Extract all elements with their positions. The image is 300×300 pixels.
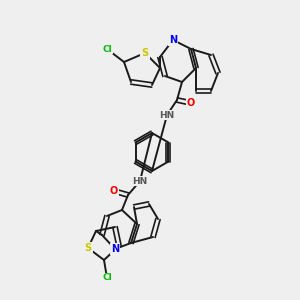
Text: HN: HN (132, 176, 148, 185)
Text: Cl: Cl (102, 274, 112, 283)
Text: S: S (84, 243, 92, 253)
Text: S: S (141, 48, 148, 58)
Text: N: N (111, 244, 119, 254)
Text: N: N (169, 35, 177, 45)
Text: O: O (110, 186, 118, 196)
Text: HN: HN (159, 110, 175, 119)
Text: O: O (187, 98, 195, 108)
Text: Cl: Cl (102, 44, 112, 53)
